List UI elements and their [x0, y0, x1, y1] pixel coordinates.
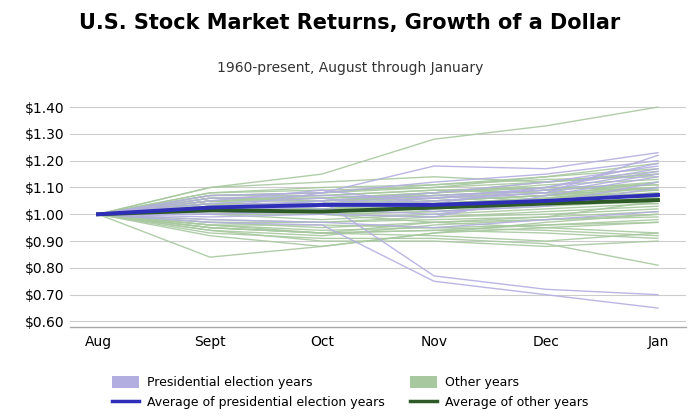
- Text: 1960-present, August through January: 1960-present, August through January: [217, 61, 483, 75]
- Text: U.S. Stock Market Returns, Growth of a Dollar: U.S. Stock Market Returns, Growth of a D…: [79, 13, 621, 33]
- Legend: Presidential election years, Average of presidential election years, Other years: Presidential election years, Average of …: [112, 376, 588, 409]
